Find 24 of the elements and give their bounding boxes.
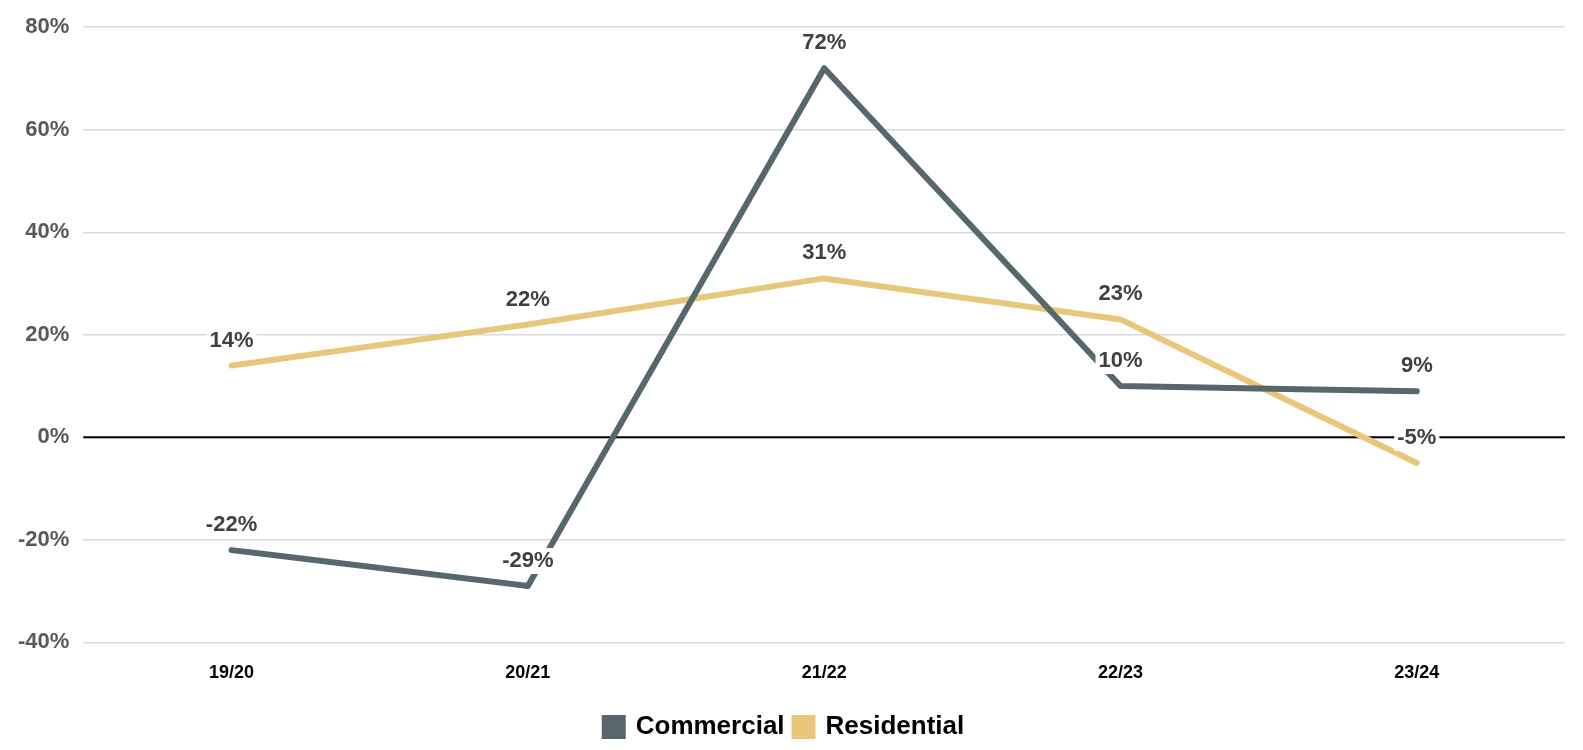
data-label: 22% xyxy=(505,285,550,311)
x-tick-label: 19/20 xyxy=(209,662,255,683)
x-tick-label: 21/22 xyxy=(801,662,847,683)
x-tick-label: 20/21 xyxy=(505,662,551,683)
y-tick-label: 60% xyxy=(25,115,70,141)
data-label: 72% xyxy=(802,29,847,55)
legend-label: Commercial xyxy=(635,710,785,741)
y-tick-label: -40% xyxy=(18,628,70,654)
data-label: -22% xyxy=(205,511,258,537)
data-label: 23% xyxy=(1098,280,1143,306)
data-label: 14% xyxy=(209,326,254,352)
data-label: 10% xyxy=(1098,347,1143,373)
y-tick-label: 40% xyxy=(25,218,70,244)
data-label: 31% xyxy=(802,239,847,265)
data-label: -29% xyxy=(502,547,554,573)
y-tick-label: 0% xyxy=(37,423,70,449)
data-label: -5% xyxy=(1397,424,1437,450)
legend-label: Residential xyxy=(825,710,965,741)
y-tick-label: -20% xyxy=(18,525,70,551)
x-tick-label: 22/23 xyxy=(1097,662,1144,683)
y-tick-label: 80% xyxy=(25,13,70,39)
x-tick-label: 23/24 xyxy=(1394,662,1440,683)
data-label: 9% xyxy=(1400,352,1433,378)
y-tick-label: 20% xyxy=(25,320,70,346)
